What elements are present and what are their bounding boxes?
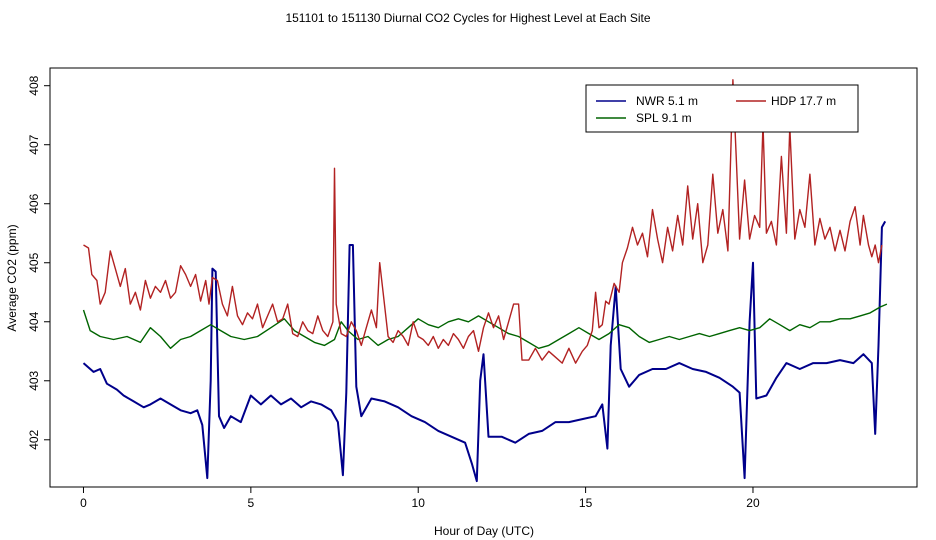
y-axis-label: Average CO2 (ppm)	[5, 224, 19, 331]
x-tick-label: 0	[80, 496, 87, 510]
y-axis: 402 403 404 405 406 407 408	[27, 75, 50, 450]
y-tick-label: 408	[27, 75, 41, 95]
legend-label: SPL 9.1 m	[636, 111, 692, 125]
y-tick-label: 406	[27, 193, 41, 213]
plot-frame	[49, 67, 918, 488]
x-axis: 0 5 10 15 20	[80, 487, 760, 510]
chart-title: 151101 to 151130 Diurnal CO2 Cycles for …	[285, 11, 650, 25]
y-tick-label: 402	[27, 429, 41, 449]
x-tick-label: 20	[746, 496, 760, 510]
y-tick-label: 404	[27, 311, 41, 331]
x-tick-label: 5	[248, 496, 255, 510]
legend: NWR 5.1 m SPL 9.1 m HDP 17.7 m	[585, 84, 859, 133]
legend-label: HDP 17.7 m	[771, 94, 836, 108]
x-tick-label: 15	[579, 496, 593, 510]
x-tick-label: 10	[412, 496, 426, 510]
series-line	[82, 220, 887, 483]
series-line	[83, 79, 883, 364]
legend-box	[585, 84, 859, 133]
y-tick-label: 405	[27, 252, 41, 272]
y-tick-label: 407	[27, 134, 41, 154]
x-axis-label: Hour of Day (UTC)	[434, 524, 534, 538]
legend-label: NWR 5.1 m	[636, 94, 698, 108]
series-lines	[82, 79, 888, 483]
series-line	[82, 303, 888, 349]
y-tick-label: 403	[27, 370, 41, 390]
